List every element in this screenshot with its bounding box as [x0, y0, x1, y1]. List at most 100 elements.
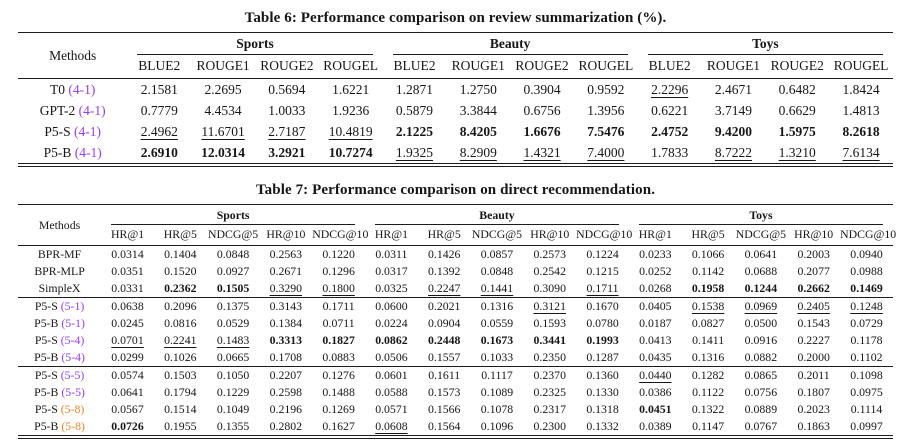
value-cell: 2.4752: [651, 123, 689, 139]
value-cell: 0.2662: [797, 281, 830, 295]
value-cell: 1.6676: [523, 123, 561, 139]
group-header-label: Sports: [137, 36, 373, 55]
table-row: P5-S (5-4) 0.0701 0.2241 0.1483 0.3313 0.1827…: [18, 332, 893, 349]
page: Table 6: Performance comparison on revie…: [0, 10, 911, 439]
value-cell: 0.0567: [111, 402, 144, 416]
value-cell: 0.1147: [692, 419, 725, 433]
group-header: Beauty: [365, 205, 629, 225]
value-cell: 0.0571: [375, 402, 408, 416]
row-group: BPR-MF 0.0314 0.1404 0.0848 0.2563 0.1220 0.03…: [18, 246, 893, 298]
value-cell: 0.0386: [639, 385, 672, 399]
value-cell: 1.8424: [842, 81, 880, 97]
table-row: P5-B (5-5) 0.0641 0.1794 0.1229 0.2598 0.1488…: [18, 384, 893, 401]
table-row: P5-S (5-1) 0.0638 0.2096 0.1375 0.3143 0.1711…: [18, 297, 893, 315]
method-name: P5-B: [34, 419, 59, 433]
value-cell: 0.1114: [850, 402, 883, 416]
value-cell: 0.0862: [375, 333, 408, 347]
value-cell: 0.2405: [787, 297, 841, 315]
value-cell: 0.1269: [322, 402, 355, 416]
value-cell: 0.1711: [312, 297, 366, 315]
method-name: P5-S: [34, 368, 58, 382]
column-header: HR@5: [417, 225, 471, 246]
column-header: HR@1: [101, 225, 154, 246]
value-cell: 1.7833: [651, 144, 689, 160]
value-cell: 0.0317: [375, 264, 408, 278]
method-name: P5-B: [43, 144, 72, 160]
value-cell: 2.6910: [140, 144, 178, 160]
value-cell: 0.2573: [533, 247, 566, 261]
column-header: ROUGEL: [829, 55, 893, 79]
column-header: NDCG@10: [312, 225, 368, 246]
value-cell: 2.4962: [140, 123, 178, 139]
column-header: NDCG@10: [840, 225, 896, 246]
value-cell: 0.2563: [269, 247, 303, 261]
column-header: HR@10: [787, 225, 841, 246]
value-cell: 0.2350: [533, 350, 566, 364]
method-cell: BPR-MF: [18, 246, 101, 264]
method-name: T0: [50, 81, 65, 97]
value-cell: 0.1375: [206, 297, 260, 315]
value-cell: 0.2077: [797, 264, 830, 278]
method-name: P5-S: [34, 299, 58, 313]
column-header: ROUGEL: [573, 55, 638, 79]
value-cell: 0.1318: [586, 402, 619, 416]
value-cell: 0.2247: [427, 281, 461, 295]
table-row: P5-B (5-8) 0.0726 0.1955 0.1355 0.2802 0.1627…: [18, 418, 893, 437]
value-cell: 0.0883: [322, 350, 355, 364]
value-cell: 0.1514: [164, 402, 197, 416]
value-cell: 0.0440: [628, 366, 682, 384]
value-cell: 0.2671: [269, 264, 303, 278]
method-cell: P5-S (5-1): [18, 297, 102, 315]
value-cell: 0.0848: [480, 264, 514, 278]
value-cell: 2.1225: [395, 123, 434, 139]
column-header: HR@10: [523, 225, 577, 246]
value-cell: 0.5879: [395, 102, 434, 118]
value-cell: 0.0927: [216, 264, 250, 278]
methods-header: Methods: [18, 204, 102, 246]
value-cell: 0.1089: [480, 385, 514, 399]
value-cell: 0.6629: [778, 102, 816, 118]
value-cell: 1.2871: [395, 81, 434, 97]
value-cell: 0.3904: [523, 81, 561, 97]
value-cell: 0.0865: [734, 366, 788, 384]
value-cell: 0.0780: [586, 316, 619, 330]
method-name: BPR-MF: [37, 247, 82, 261]
value-cell: 0.2802: [269, 419, 303, 433]
table6-section: Table 6: Performance comparison on revie…: [18, 10, 893, 167]
value-cell: 0.1404: [164, 247, 197, 261]
value-cell: 0.1282: [681, 366, 735, 384]
method-cell: P5-B (5-5): [18, 384, 101, 401]
value-cell: 1.9236: [332, 102, 370, 118]
value-cell: 0.1566: [427, 402, 461, 416]
value-cell: 0.2023: [797, 402, 830, 416]
value-cell: 0.1355: [216, 419, 250, 433]
value-cell: 0.1573: [427, 385, 461, 399]
value-cell: 1.5975: [778, 123, 816, 139]
value-cell: 0.0268: [639, 281, 672, 295]
value-cell: 0.7779: [140, 102, 178, 118]
value-cell: 0.2241: [164, 333, 197, 347]
value-cell: 0.1557: [427, 350, 461, 364]
value-cell: 0.0857: [480, 247, 514, 261]
value-cell: 1.3956: [587, 102, 625, 118]
value-cell: 0.1503: [153, 366, 207, 384]
value-cell: 0.0435: [639, 350, 672, 364]
group-header-label: Toys: [647, 36, 883, 55]
value-cell: 0.0559: [480, 316, 514, 330]
value-cell: 0.2207: [259, 366, 313, 384]
value-cell: 0.1543: [797, 316, 830, 330]
value-cell: 0.1469: [850, 281, 883, 295]
value-cell: 0.0916: [744, 333, 778, 347]
column-header: NDCG@10: [576, 225, 632, 246]
value-cell: 0.2542: [533, 264, 566, 278]
value-cell: 0.1248: [840, 297, 893, 315]
value-cell: 0.0311: [375, 247, 408, 261]
value-cell: 0.1332: [586, 419, 619, 433]
row-group: T0 (4-1) 2.1581 2.2695 0.5694 1.6221 1.2871 1.…: [18, 79, 893, 166]
column-header: ROUGE2: [765, 55, 830, 79]
method-name: GPT-2: [39, 102, 76, 118]
group-header: Toys: [629, 205, 893, 225]
group-header: Sports: [101, 205, 365, 225]
value-cell: 0.2317: [533, 402, 566, 416]
value-cell: 0.1392: [427, 264, 461, 278]
